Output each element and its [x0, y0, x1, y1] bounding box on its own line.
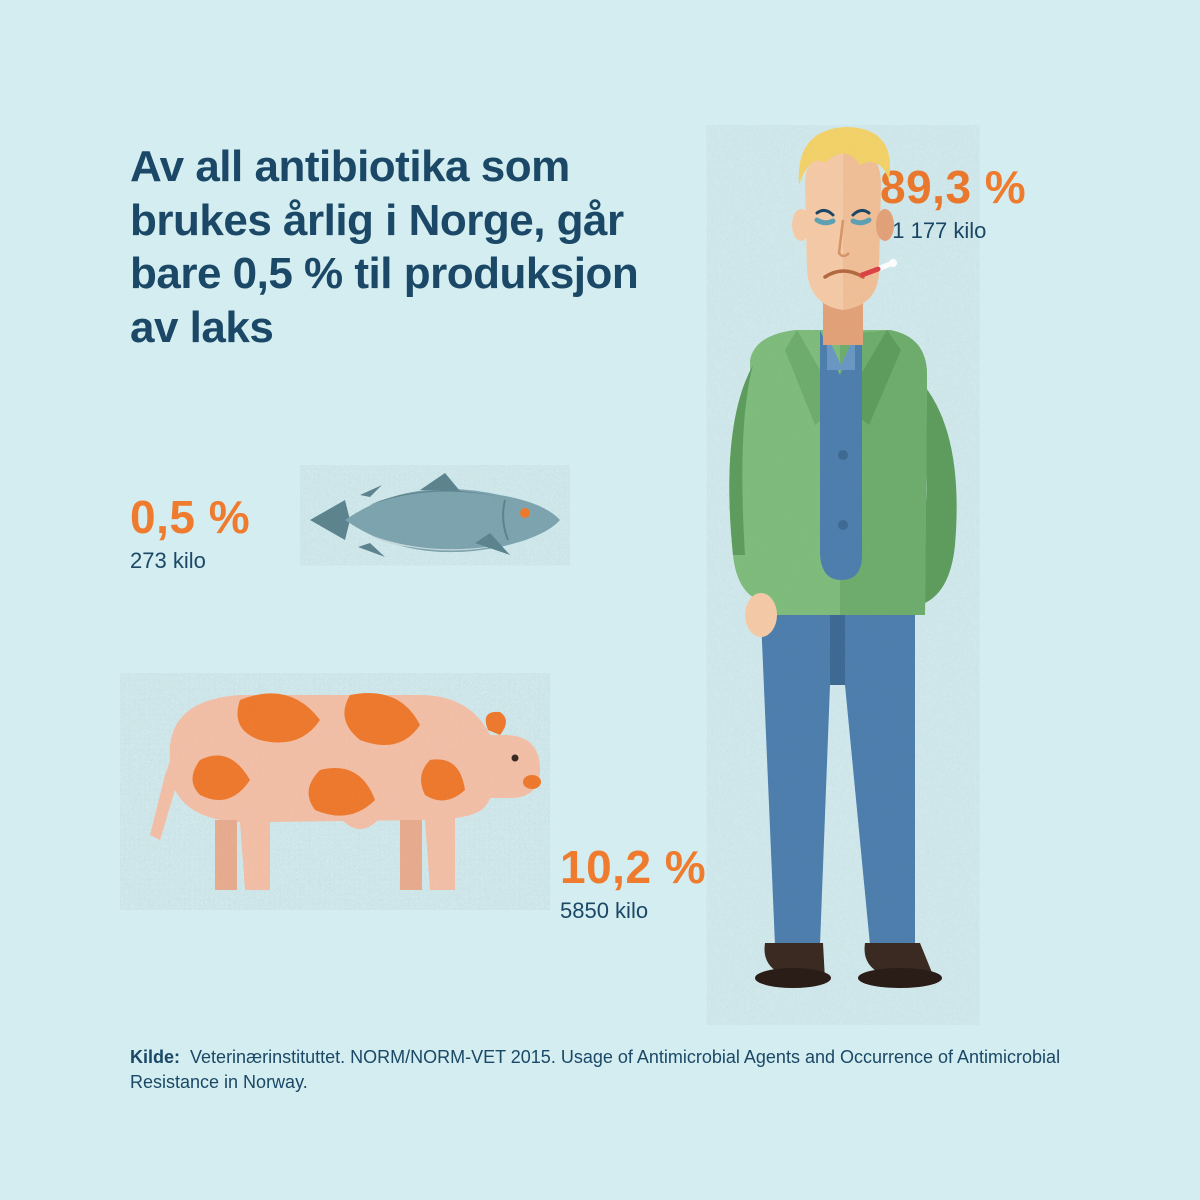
- source-text: Veterinærinstituttet. NORM/NORM-VET 2015…: [130, 1047, 1060, 1092]
- headline: Av all antibiotika som brukes årlig i No…: [130, 140, 670, 355]
- source-citation: Kilde: Veterinærinstituttet. NORM/NORM-V…: [130, 1045, 1070, 1095]
- sick-man-icon: [665, 125, 1025, 1025]
- stat-fish-percent: 0,5 %: [130, 490, 250, 544]
- stat-fish: 0,5 % 273 kilo: [130, 490, 250, 574]
- salmon-icon: [300, 465, 570, 575]
- cow-icon: [120, 640, 550, 940]
- source-label: Kilde:: [130, 1047, 180, 1067]
- stat-fish-kilo: 273 kilo: [130, 548, 250, 574]
